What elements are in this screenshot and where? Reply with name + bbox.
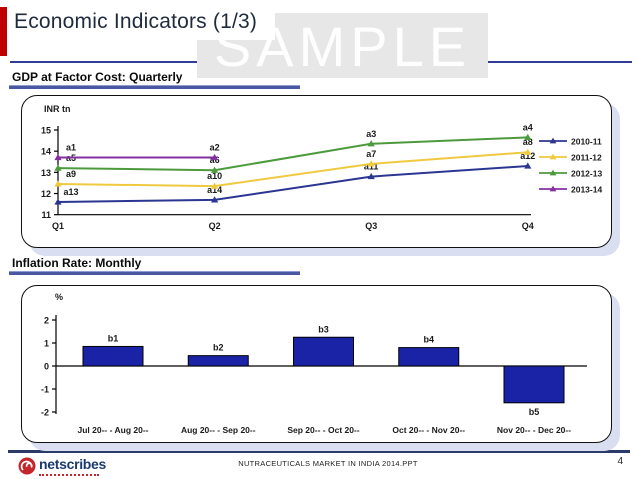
svg-text:Nov 20-- - Dec 20--: Nov 20-- - Dec 20-- [497, 425, 571, 435]
svg-text:b3: b3 [318, 324, 329, 334]
page-title: Economic Indicators (1/3) [0, 6, 276, 40]
logo-swirl-icon [18, 457, 36, 475]
svg-text:-2: -2 [41, 408, 49, 418]
svg-text:a7: a7 [366, 149, 376, 159]
left-accent-bar [0, 7, 7, 56]
svg-text:a14: a14 [207, 185, 222, 195]
section-underline-gdp [9, 85, 300, 89]
svg-text:Jul 20-- - Aug 20--: Jul 20-- - Aug 20-- [78, 425, 149, 435]
page-number: 4 [617, 456, 623, 467]
svg-text:Q4: Q4 [522, 221, 534, 231]
svg-text:-1: -1 [41, 385, 49, 395]
section-title-gdp: GDP at Factor Cost: Quarterly [12, 70, 183, 84]
svg-text:13: 13 [41, 168, 51, 178]
footer-separator-line [8, 450, 630, 453]
svg-text:a1: a1 [66, 143, 76, 153]
svg-text:b2: b2 [213, 343, 224, 353]
svg-text:2013-14: 2013-14 [571, 185, 602, 195]
svg-text:Q3: Q3 [365, 221, 377, 231]
section-title-inflation: Inflation Rate: Monthly [12, 256, 142, 270]
inflation-chart-svg: % 2 1 0 -1 -2 b1 Jul 20-- - Aug 20-- b2 Aug 20-- … [41, 292, 587, 435]
logo-wordmark: netscribes [39, 456, 107, 472]
svg-text:Aug 20-- - Sep 20--: Aug 20-- - Sep 20-- [181, 425, 256, 435]
svg-text:a13: a13 [63, 187, 78, 197]
svg-text:a11: a11 [364, 162, 379, 172]
svg-text:b4: b4 [423, 335, 434, 345]
inflation-chart-panel: % 2 1 0 -1 -2 b1 Jul 20-- - Aug 20-- b2 Aug 20-- … [21, 285, 612, 443]
svg-text:a3: a3 [366, 129, 376, 139]
svg-text:1: 1 [44, 339, 49, 349]
svg-text:2011-12: 2011-12 [571, 153, 602, 163]
svg-text:b5: b5 [529, 407, 540, 417]
footer-document-title: NUTRACEUTICALS MARKET IN INDIA 2014.PPT [238, 459, 418, 468]
svg-text:2012-13: 2012-13 [571, 169, 602, 179]
svg-text:a12: a12 [520, 151, 535, 161]
svg-text:11: 11 [41, 210, 51, 220]
svg-text:INR tn: INR tn [44, 104, 71, 114]
section-underline-inflation [9, 271, 300, 275]
netscribes-logo: netscribes [18, 457, 106, 476]
svg-text:0: 0 [44, 362, 49, 372]
svg-text:a8: a8 [523, 137, 533, 147]
svg-text:15: 15 [41, 126, 51, 136]
svg-text:2010-11: 2010-11 [571, 137, 602, 147]
svg-text:b1: b1 [108, 333, 119, 343]
svg-text:a6: a6 [210, 155, 220, 165]
svg-text:a9: a9 [66, 169, 76, 179]
svg-text:Q1: Q1 [52, 221, 64, 231]
svg-text:%: % [55, 292, 63, 302]
svg-text:14: 14 [41, 147, 51, 157]
svg-text:2: 2 [44, 316, 49, 326]
gdp-chart-panel: INR tn 15 14 13 12 11 Q1 Q2 Q3 Q4 a13 a14 a11 a12 a9 a1… [21, 95, 612, 248]
svg-text:a4: a4 [523, 122, 533, 132]
svg-text:Sep 20-- - Oct 20--: Sep 20-- - Oct 20-- [287, 425, 359, 435]
svg-text:a2: a2 [210, 143, 220, 153]
svg-text:Q2: Q2 [209, 221, 221, 231]
svg-text:12: 12 [41, 189, 51, 199]
logo-tagline [39, 474, 99, 476]
svg-text:a10: a10 [207, 171, 222, 181]
svg-text:Oct 20-- - Nov 20--: Oct 20-- - Nov 20-- [392, 425, 465, 435]
